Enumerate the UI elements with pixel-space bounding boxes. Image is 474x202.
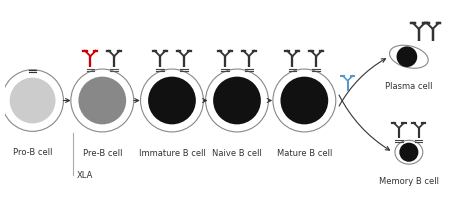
Ellipse shape <box>78 77 126 125</box>
Text: Plasma cell: Plasma cell <box>385 81 433 90</box>
Text: Pre-B cell: Pre-B cell <box>82 148 122 157</box>
Ellipse shape <box>10 78 55 124</box>
Ellipse shape <box>2 70 64 132</box>
Ellipse shape <box>71 70 134 132</box>
Ellipse shape <box>213 77 261 125</box>
Ellipse shape <box>140 70 203 132</box>
Ellipse shape <box>281 77 328 125</box>
Ellipse shape <box>395 141 423 164</box>
Ellipse shape <box>397 47 417 68</box>
Text: Mature B cell: Mature B cell <box>277 148 332 157</box>
Text: Naive B cell: Naive B cell <box>212 148 262 157</box>
Ellipse shape <box>206 70 268 132</box>
Ellipse shape <box>273 70 336 132</box>
Text: Pro-B cell: Pro-B cell <box>13 147 52 157</box>
Text: Immature B cell: Immature B cell <box>138 148 205 157</box>
Text: Memory B cell: Memory B cell <box>379 176 439 185</box>
Ellipse shape <box>399 143 419 162</box>
Ellipse shape <box>390 46 428 69</box>
Ellipse shape <box>148 77 196 125</box>
Text: XLA: XLA <box>77 170 93 179</box>
